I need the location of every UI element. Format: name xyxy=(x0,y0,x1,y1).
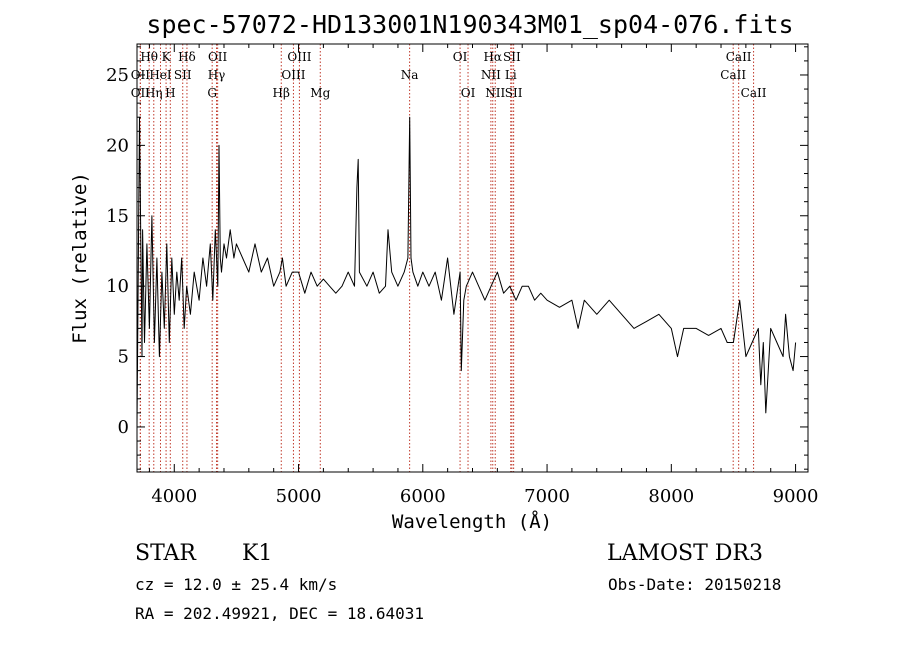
chart-title: spec-57072-HD133001N190343M01_sp04-076.f… xyxy=(146,10,793,39)
y-tick-label-2: 10 xyxy=(106,276,129,297)
line-marker-label-6: Hδ xyxy=(178,50,196,64)
line-marker-label-10: Hγ xyxy=(208,68,226,82)
y-tick-label-1: 5 xyxy=(118,347,129,368)
line-marker-label-3: K xyxy=(162,50,172,64)
y-tick-label-0: 0 xyxy=(118,417,129,438)
survey-name: LAMOST DR3 xyxy=(607,541,763,566)
x-tick-label-3: 7000 xyxy=(524,486,570,507)
line-marker-label-7: SII xyxy=(174,68,192,82)
line-marker-label-4: HeI xyxy=(149,68,172,82)
line-marker-label-15: Mg xyxy=(310,86,330,100)
y-tick-label-3: 15 xyxy=(106,206,129,227)
line-marker-label-22: Li xyxy=(505,68,517,82)
observation-date: Obs-Date: 20150218 xyxy=(608,575,781,594)
line-marker-label-17: OI xyxy=(453,50,468,64)
line-marker-label-11: G xyxy=(207,86,217,100)
line-marker-label-21: NII xyxy=(481,68,501,82)
x-tick-label-5: 9000 xyxy=(773,486,819,507)
line-marker-label-2: OII xyxy=(131,86,151,100)
x-tick-label-0: 4000 xyxy=(151,486,197,507)
x-tick-label-4: 8000 xyxy=(648,486,694,507)
line-marker-label-24: SII xyxy=(505,86,523,100)
line-marker-layer xyxy=(139,44,755,472)
line-marker-label-13: OIII xyxy=(281,68,305,82)
line-marker-label-5: Hη xyxy=(145,86,163,100)
x-tick-label-2: 6000 xyxy=(400,486,446,507)
y-tick-label-5: 25 xyxy=(106,65,129,86)
line-marker-label-0: Hθ xyxy=(140,50,158,64)
line-marker-label-12: OIII xyxy=(287,50,311,64)
line-marker-label-20: SII xyxy=(503,50,521,64)
line-marker-label-25: CaII xyxy=(726,50,752,64)
line-marker-label-16: Na xyxy=(401,68,419,82)
line-marker-label-27: CaII xyxy=(741,86,767,100)
line-marker-label-8: H xyxy=(165,86,175,100)
plot-frame xyxy=(136,43,809,473)
line-marker-label-14: Hβ xyxy=(273,86,290,100)
line-marker-label-19: Hα xyxy=(483,50,502,64)
line-marker-label-18: OI xyxy=(461,86,476,100)
redshift-cz: cz = 12.0 ± 25.4 km/s xyxy=(135,575,337,594)
line-marker-label-26: CaII xyxy=(720,68,746,82)
x-axis-label: Wavelength (Å) xyxy=(392,510,552,533)
x-axis-ticks: 4000 5000 6000 7000 8000 9000 xyxy=(148,44,819,507)
object-class: STAR xyxy=(135,541,197,566)
y-axis-ticks: 0 5 10 15 20 25 xyxy=(106,46,808,470)
y-axis-label: Flux (relative) xyxy=(69,172,91,344)
line-marker-label-9: OII xyxy=(208,50,228,64)
series-layer xyxy=(136,116,797,427)
spectrum-series-0 xyxy=(136,116,797,427)
line-marker-label-23: NII xyxy=(485,86,505,100)
object-subclass: K1 xyxy=(242,541,272,566)
sky-coordinates: RA = 202.49921, DEC = 18.64031 xyxy=(135,604,424,623)
x-tick-label-1: 5000 xyxy=(276,486,322,507)
y-tick-label-4: 20 xyxy=(106,135,129,156)
